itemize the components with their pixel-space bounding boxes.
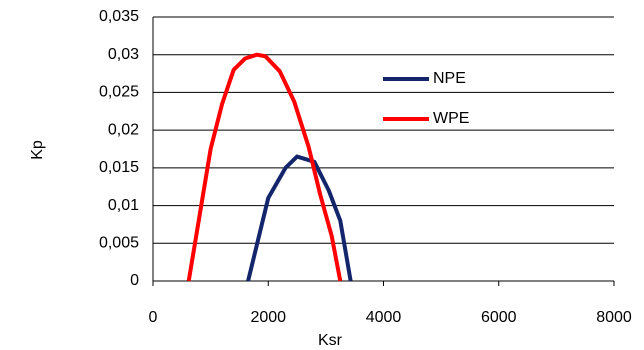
y-tick-label: 0,015 bbox=[99, 159, 139, 176]
legend-label: NPE bbox=[433, 70, 466, 87]
y-axis-label: Kp bbox=[29, 140, 46, 160]
y-tick-label: 0,02 bbox=[108, 121, 139, 138]
y-tick-label: 0 bbox=[130, 272, 139, 289]
y-tick-label: 0,01 bbox=[108, 197, 139, 214]
x-tick-label: 0 bbox=[149, 309, 158, 326]
y-tick-label: 0,025 bbox=[99, 84, 139, 101]
line-series bbox=[186, 52, 343, 282]
x-tick-label: 8000 bbox=[596, 309, 632, 326]
line-series bbox=[246, 154, 353, 282]
x-tick-label: 2000 bbox=[250, 309, 286, 326]
x-tick-label: 4000 bbox=[366, 309, 402, 326]
y-tick-label: 0,035 bbox=[99, 8, 139, 25]
legend-label: WPE bbox=[433, 110, 469, 127]
y-tick-label: 0,03 bbox=[108, 46, 139, 63]
y-tick-label: 0,005 bbox=[99, 235, 139, 252]
x-axis-label: Ksr bbox=[318, 332, 343, 349]
x-tick-label: 6000 bbox=[481, 309, 517, 326]
